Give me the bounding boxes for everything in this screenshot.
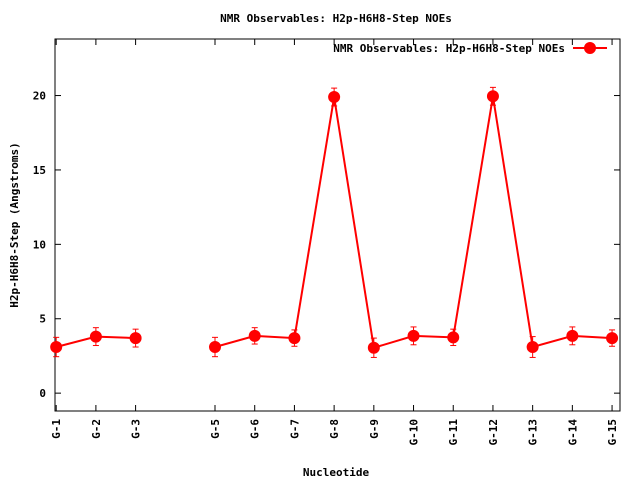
x-tick-label: G-3 [130, 419, 143, 439]
legend-label: NMR Observables: H2p-H6H8-Step NOEs [333, 42, 565, 55]
data-point [526, 341, 539, 354]
x-tick-label: G-2 [90, 419, 103, 439]
y-tick-label: 10 [33, 238, 46, 251]
x-tick-label: G-8 [328, 419, 341, 439]
legend-marker [584, 42, 596, 54]
chart-title: NMR Observables: H2p-H6H8-Step NOEs [220, 12, 452, 25]
x-tick-label: G-10 [408, 419, 421, 446]
data-point [129, 332, 142, 345]
data-point [328, 91, 341, 104]
x-tick-label: G-15 [606, 419, 619, 446]
x-tick-label: G-12 [487, 419, 500, 446]
y-tick-label: 0 [39, 387, 46, 400]
data-point [566, 329, 579, 342]
data-point [606, 332, 619, 345]
x-axis-label: Nucleotide [303, 466, 370, 479]
x-tick-label: G-13 [527, 419, 540, 446]
x-tick-label: G-5 [209, 419, 222, 439]
legend: NMR Observables: H2p-H6H8-Step NOEs [333, 42, 607, 55]
series-line [214, 96, 613, 350]
data-point [209, 341, 222, 354]
y-tick-label: 15 [33, 164, 46, 177]
x-tick-label: G-14 [566, 419, 579, 446]
x-axis: G-1 G-2 G-3 G-5 G-6 G-7 G-8 G-9 G-10 G-11 G-12 G-13… [50, 39, 619, 446]
x-tick-label: G-9 [368, 419, 381, 439]
y-tick-label: 5 [39, 313, 46, 326]
data-point [486, 90, 499, 103]
plot-frame [54, 38, 621, 412]
y-axis-label: H2p-H6H8-Step (Angstroms) [8, 142, 21, 308]
y-axis: 0 5 10 15 20 [33, 90, 620, 400]
data-point [288, 332, 301, 345]
data-point [248, 329, 261, 342]
data-point [407, 329, 420, 342]
x-tick-label: G-11 [447, 419, 460, 446]
x-tick-label: G-6 [249, 419, 262, 439]
y-tick-label: 20 [33, 90, 46, 103]
x-tick-label: G-1 [50, 419, 63, 439]
series-layer [50, 86, 619, 358]
data-point [447, 331, 460, 344]
x-tick-label: G-7 [288, 419, 301, 439]
data-point [50, 341, 63, 354]
data-point [89, 330, 102, 343]
data-point [367, 341, 380, 354]
